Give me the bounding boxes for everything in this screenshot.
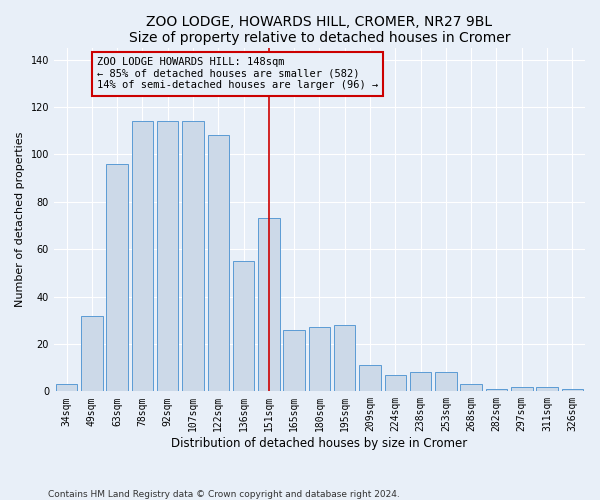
Bar [359, 366, 381, 392]
Bar [182, 121, 204, 392]
Title: ZOO LODGE, HOWARDS HILL, CROMER, NR27 9BL
Size of property relative to detached : ZOO LODGE, HOWARDS HILL, CROMER, NR27 9B… [129, 15, 510, 45]
Bar [131, 121, 153, 392]
Bar [334, 325, 355, 392]
Bar [157, 121, 178, 392]
X-axis label: Distribution of detached houses by size in Cromer: Distribution of detached houses by size … [172, 437, 467, 450]
Bar [486, 389, 507, 392]
Bar [81, 316, 103, 392]
Bar [233, 261, 254, 392]
Bar [460, 384, 482, 392]
Bar [511, 386, 533, 392]
Y-axis label: Number of detached properties: Number of detached properties [15, 132, 25, 307]
Bar [208, 136, 229, 392]
Text: ZOO LODGE HOWARDS HILL: 148sqm
← 85% of detached houses are smaller (582)
14% of: ZOO LODGE HOWARDS HILL: 148sqm ← 85% of … [97, 57, 378, 90]
Bar [385, 374, 406, 392]
Bar [536, 386, 558, 392]
Bar [435, 372, 457, 392]
Bar [283, 330, 305, 392]
Bar [56, 384, 77, 392]
Bar [309, 328, 330, 392]
Bar [562, 389, 583, 392]
Bar [258, 218, 280, 392]
Bar [106, 164, 128, 392]
Text: Contains HM Land Registry data © Crown copyright and database right 2024.: Contains HM Land Registry data © Crown c… [48, 490, 400, 499]
Bar [410, 372, 431, 392]
